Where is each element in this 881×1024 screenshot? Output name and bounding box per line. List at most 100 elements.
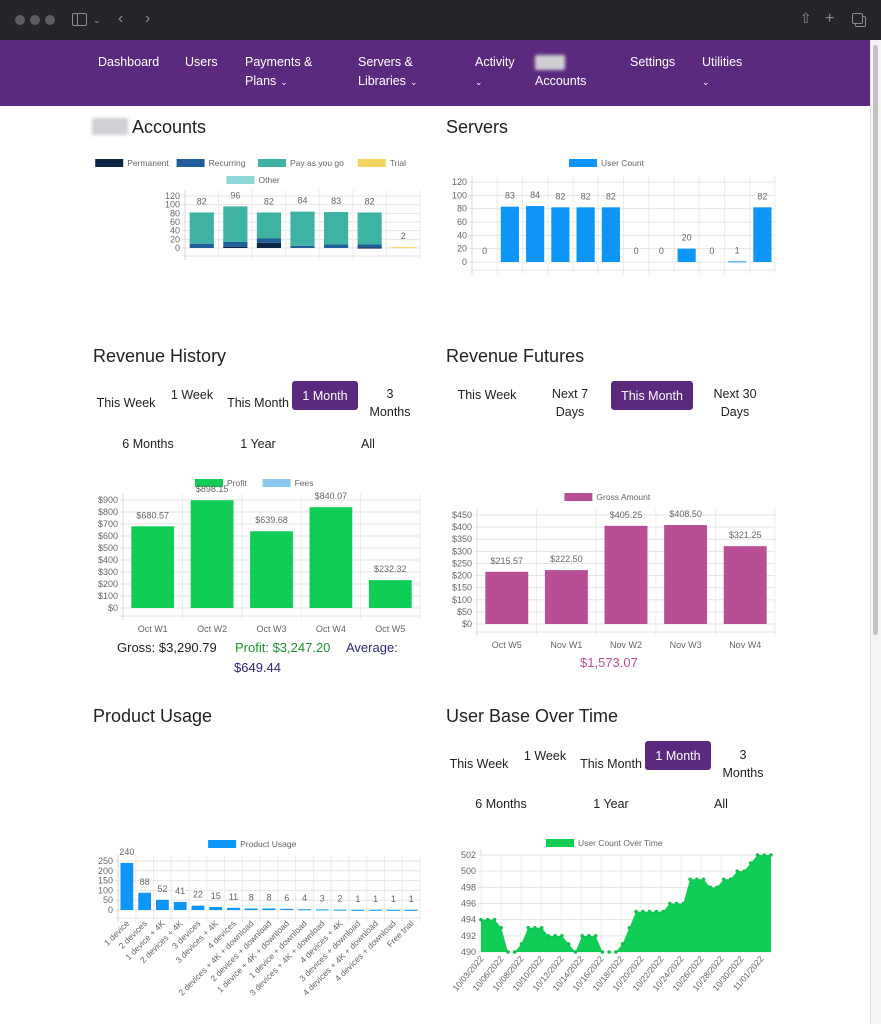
y-tick-label: 250 xyxy=(98,856,113,866)
data-point xyxy=(580,934,584,938)
x-tick-label: Nov W3 xyxy=(670,640,702,650)
y-tick-label: 60 xyxy=(170,217,180,227)
range-this-month[interactable]: This Month xyxy=(227,396,289,410)
range-6-months[interactable]: 6 Months xyxy=(475,797,527,811)
range-next-7-days[interactable]: Next 7 Days xyxy=(551,387,589,419)
range-this-month[interactable]: This Month xyxy=(580,757,642,771)
bar xyxy=(290,211,315,246)
data-point xyxy=(539,925,544,930)
x-tick-label: 10/12/2022 xyxy=(531,954,566,993)
range-all[interactable]: All xyxy=(714,797,728,811)
chevron-down-icon[interactable]: ⌄ xyxy=(93,15,101,25)
data-label: 83 xyxy=(331,196,341,206)
data-label: 22 xyxy=(193,890,203,900)
nav-utilities[interactable]: Utilities ⌄ xyxy=(702,53,742,92)
tabs-overview-icon[interactable] xyxy=(852,13,863,24)
data-label: 84 xyxy=(297,196,307,206)
range-all[interactable]: All xyxy=(361,437,375,451)
forward-icon[interactable]: › xyxy=(145,10,151,27)
y-tick-label: 492 xyxy=(461,931,476,941)
bar xyxy=(256,238,282,243)
sidebar-icon[interactable] xyxy=(72,13,87,26)
data-label: 82 xyxy=(264,196,274,206)
legend-swatch xyxy=(357,159,386,167)
nav-activity[interactable]: Activity ⌄ xyxy=(475,53,515,92)
data-point xyxy=(661,909,665,914)
range-1-month[interactable]: 1 Month xyxy=(645,741,711,770)
new-tab-icon[interactable]: + xyxy=(825,10,835,27)
legend-swatch xyxy=(569,159,597,167)
range-6-months[interactable]: 6 Months xyxy=(122,437,174,451)
y-tick-label: 490 xyxy=(461,947,476,957)
bar xyxy=(223,246,248,248)
range-this-week[interactable]: This Week xyxy=(96,396,156,410)
nav-settings[interactable]: Settings xyxy=(630,53,675,72)
data-point xyxy=(674,901,679,906)
nav-label: Payments & xyxy=(245,55,313,69)
range-1-month[interactable]: 1 Month xyxy=(292,381,358,410)
data-label: 1 xyxy=(391,894,396,904)
nav-accounts[interactable]: Accounts xyxy=(535,53,586,91)
nav-servers-libraries[interactable]: Servers & Libraries ⌄ xyxy=(358,53,417,92)
data-label: 240 xyxy=(119,847,134,857)
range-this-month[interactable]: This Month xyxy=(611,381,693,410)
legend-swatch xyxy=(564,493,593,501)
y-tick-label: 120 xyxy=(165,191,180,201)
range-this-week[interactable]: This Week xyxy=(449,757,509,771)
range-1-year[interactable]: 1 Year xyxy=(593,797,629,811)
nav-payments-plans[interactable]: Payments & Plans ⌄ xyxy=(245,53,312,92)
range-this-week[interactable]: This Week xyxy=(457,388,517,402)
share-icon[interactable]: ⇧ xyxy=(800,10,812,26)
bar xyxy=(280,908,294,910)
bar xyxy=(323,244,349,248)
zoom-window-icon[interactable] xyxy=(45,15,55,25)
y-tick-label: $350 xyxy=(452,534,472,544)
data-point xyxy=(593,934,598,938)
nav-dashboard[interactable]: Dashboard xyxy=(98,53,159,72)
x-tick-label: 10/06/2022 xyxy=(471,954,506,993)
range-3-months[interactable]: 3 Months xyxy=(722,748,764,780)
minimize-window-icon[interactable] xyxy=(30,15,40,25)
data-label: $215.57 xyxy=(491,556,524,566)
nav-label: Servers & xyxy=(358,55,413,69)
data-label: 3 xyxy=(320,893,325,903)
scrollbar-thumb[interactable] xyxy=(873,45,878,635)
nav-users[interactable]: Users xyxy=(185,53,218,72)
data-label: 15 xyxy=(211,891,221,901)
legend-label: Trial xyxy=(390,158,406,168)
data-label: 41 xyxy=(175,886,185,896)
chevron-down-icon: ⌄ xyxy=(280,77,288,87)
x-tick-label: 10/22/2022 xyxy=(631,954,666,993)
range-3-months[interactable]: 3 Months xyxy=(369,387,411,419)
x-tick-label: 10/10/2022 xyxy=(511,954,546,993)
data-point xyxy=(708,885,713,890)
profit-total: Profit: $3,247.20 xyxy=(235,640,331,655)
bar xyxy=(357,212,382,245)
nav-label: Settings xyxy=(630,55,676,69)
y-tick-label: $700 xyxy=(98,519,118,529)
legend-label: Recurring xyxy=(209,158,246,168)
y-tick-label: 20 xyxy=(457,244,467,254)
legend-label: Fees xyxy=(295,478,314,488)
y-tick-label: 100 xyxy=(165,200,180,210)
range-1-week[interactable]: 1 Week xyxy=(170,388,214,402)
x-tick-label: Nov W2 xyxy=(610,640,642,650)
range-1-week[interactable]: 1 Week xyxy=(523,749,567,763)
close-window-icon[interactable] xyxy=(15,15,25,25)
bar xyxy=(190,500,234,608)
x-tick-label: Oct W4 xyxy=(316,624,346,634)
legend-swatch xyxy=(176,159,205,167)
data-label: 1 xyxy=(373,894,378,904)
range-next-30-days[interactable]: Next 30 Days xyxy=(713,387,757,419)
back-icon[interactable]: ‹ xyxy=(118,10,124,27)
x-tick-label: 10/24/2022 xyxy=(651,954,686,993)
data-label: 1 xyxy=(355,894,360,904)
legend-label: Permanent xyxy=(127,158,169,168)
bar xyxy=(604,525,648,624)
range-1-year[interactable]: 1 Year xyxy=(240,437,276,451)
legend-swatch xyxy=(195,479,223,487)
y-tick-label: $100 xyxy=(98,591,118,601)
data-label: 0 xyxy=(659,246,664,256)
legend-label: Gross Amount xyxy=(596,492,650,502)
data-label: 0 xyxy=(634,246,639,256)
